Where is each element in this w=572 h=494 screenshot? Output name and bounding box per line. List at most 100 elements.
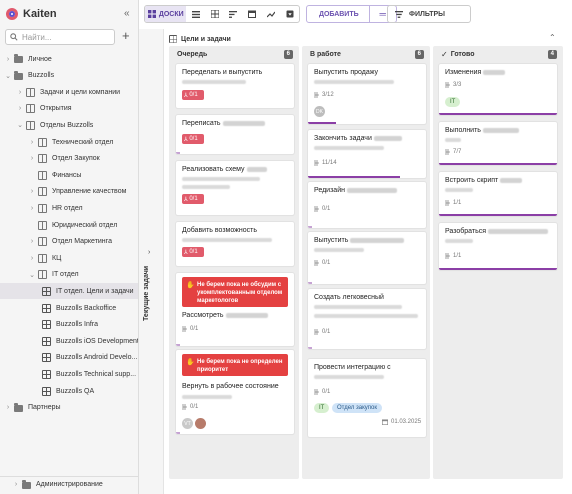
board-icon: [42, 386, 51, 396]
checklist-count: 0/1: [322, 389, 331, 395]
sidebar-item[interactable]: Buzzolls Infra: [0, 317, 138, 333]
sidebar-item[interactable]: ⌄ IT отдел: [0, 267, 138, 283]
folder-icon: [14, 70, 23, 80]
search-field[interactable]: [5, 29, 115, 45]
checklist-count: 7/7: [453, 149, 462, 155]
sidebar-item[interactable]: › Технический отдел: [0, 134, 138, 150]
space-icon: [38, 237, 47, 247]
lane-header[interactable]: › Текущие задачи: [139, 29, 164, 494]
card[interactable]: Изменения 3/3 IT: [439, 64, 557, 115]
sidebar-item-label: Отдел Закупок: [52, 155, 100, 163]
card[interactable]: Переделать и выпустить ⅄ 0/1: [176, 64, 294, 108]
card[interactable]: Выпустить 0/1: [308, 232, 426, 284]
chevron-right-icon[interactable]: ›: [30, 254, 34, 262]
sidebar-item[interactable]: Buzzolls iOS Development: [0, 333, 138, 349]
chevron-down-icon[interactable]: ⌄: [5, 72, 11, 80]
chevron-right-icon[interactable]: ›: [6, 55, 10, 63]
checklist-count: 1/1: [453, 200, 462, 206]
sidebar-item[interactable]: Buzzolls Technical supp...: [0, 366, 138, 382]
chevron-right-icon[interactable]: ›: [30, 204, 34, 212]
chevron-right-icon[interactable]: ›: [30, 138, 34, 146]
view-timeline-button[interactable]: [224, 6, 243, 22]
collapse-sidebar-icon[interactable]: «: [124, 8, 130, 19]
chevron-right-icon[interactable]: ›: [30, 238, 34, 246]
card[interactable]: Реализовать схему ⅄ 0/1: [176, 161, 294, 215]
collapse-board-icon[interactable]: ⌃: [549, 33, 556, 42]
sidebar-item[interactable]: Buzzolls QA: [0, 383, 138, 399]
add-card-button[interactable]: ДОБАВИТЬ: [307, 6, 370, 22]
avatar-photo[interactable]: [195, 418, 206, 429]
checklist-badge: 3/3: [445, 82, 461, 88]
space-icon: [38, 154, 47, 164]
card[interactable]: ✋ Не берем пока не обсудим с укомплектов…: [176, 273, 294, 346]
sidebar-item[interactable]: IT отдел. Цели и задачи: [0, 283, 138, 300]
sidebar-item[interactable]: › Личное: [0, 51, 138, 67]
sidebar-item[interactable]: ⌄ Отделы Buzzolls: [0, 117, 138, 133]
sidebar-item-admin[interactable]: › Администрирование: [0, 476, 138, 492]
avatar[interactable]: DK: [314, 106, 325, 117]
view-list-button[interactable]: [186, 6, 205, 22]
sidebar-item[interactable]: › Управление качеством: [0, 184, 138, 200]
card-title: Создать легковесный: [314, 294, 384, 301]
card[interactable]: Выполнить 7/7: [439, 122, 557, 165]
sidebar-item[interactable]: ⌄ Buzzolls: [0, 68, 138, 84]
card[interactable]: Закончить задачи 11/14: [308, 130, 426, 178]
brand[interactable]: Kaiten: [6, 7, 57, 21]
view-calendar-button[interactable]: [243, 6, 262, 22]
card[interactable]: Провести интеграцию с 0/1 IT Отдел закуп…: [308, 359, 426, 437]
chevron-right-icon[interactable]: ›: [18, 105, 22, 113]
column-header[interactable]: В работе 6: [310, 48, 424, 60]
card[interactable]: ✋ Не берем пока не определен приоритет В…: [176, 350, 294, 434]
card-title: Выполнить: [445, 127, 481, 134]
filters-button[interactable]: ФИЛЬТРЫ: [387, 5, 471, 23]
boards-icon: [147, 10, 156, 18]
column-in-progress: В работе 6 Выпустить продажу 3/12 DK Зак…: [302, 46, 430, 479]
card-title: Закончить задачи: [314, 135, 372, 142]
card[interactable]: Создать легковесный 0/1: [308, 289, 426, 349]
add-icon[interactable]: +: [122, 28, 130, 43]
view-archive-button[interactable]: [280, 6, 299, 22]
column-header[interactable]: ✓ Готово 4: [441, 48, 557, 60]
board-header[interactable]: Цели и задачи: [169, 33, 231, 45]
chevron-right-icon[interactable]: ›: [18, 88, 22, 96]
chevron-down-icon[interactable]: ⌄: [29, 271, 35, 279]
sidebar-item[interactable]: Юридический отдел: [0, 217, 138, 233]
sidebar-item-label: Buzzolls Android Develo...: [56, 354, 138, 362]
tag[interactable]: IT: [314, 403, 330, 413]
view-boards-button[interactable]: ДОСКИ: [145, 6, 187, 22]
sidebar-item[interactable]: › Открытия: [0, 101, 138, 117]
view-table-button[interactable]: [205, 6, 224, 22]
sidebar-item[interactable]: › Задачи и цели компании: [0, 84, 138, 100]
sidebar-item[interactable]: › Отдел Маркетинга: [0, 234, 138, 250]
checklist-badge: 11/14: [314, 160, 337, 166]
sidebar-item[interactable]: › Отдел Закупок: [0, 151, 138, 167]
sidebar-item[interactable]: Buzzolls Backoffice: [0, 300, 138, 316]
avatar[interactable]: VT: [182, 418, 193, 429]
space-icon: [38, 253, 47, 263]
card[interactable]: Выпустить продажу 3/12 DK: [308, 64, 426, 124]
column-header[interactable]: Очередь 6: [177, 48, 293, 60]
card[interactable]: Встроить скрипт 1/1: [439, 172, 557, 216]
add-card-group: ДОБАВИТЬ ═: [306, 5, 397, 23]
sidebar-item[interactable]: › КЦ: [0, 250, 138, 266]
chevron-right-icon[interactable]: ›: [6, 404, 10, 412]
search-input[interactable]: [22, 32, 107, 42]
view-chart-button[interactable]: [261, 6, 280, 22]
card[interactable]: Разобраться 1/1: [439, 223, 557, 270]
tag[interactable]: IT: [445, 97, 461, 107]
sidebar-item[interactable]: Buzzolls Android Develo...: [0, 350, 138, 366]
card[interactable]: Добавить возможность ⅄ 0/1: [176, 222, 294, 266]
chevron-right-icon[interactable]: ›: [30, 155, 34, 163]
sidebar-item[interactable]: › HR отдел: [0, 200, 138, 216]
sidebar-item[interactable]: Финансы: [0, 167, 138, 183]
sidebar-item[interactable]: › Партнеры: [0, 400, 138, 416]
alert-note-text: Не берем пока не определен приоритет: [197, 359, 283, 373]
chevron-right-icon[interactable]: ›: [148, 249, 151, 256]
chevron-down-icon[interactable]: ⌄: [17, 122, 23, 130]
add-card-options-icon[interactable]: ═: [379, 9, 386, 19]
chevron-right-icon[interactable]: ›: [30, 188, 34, 196]
card[interactable]: Переписать ⅄ 0/1: [176, 115, 294, 154]
card[interactable]: Редизайн 0/1: [308, 182, 426, 228]
sidebar-item-label: Отдел Маркетинга: [52, 238, 112, 246]
tag[interactable]: Отдел закупок: [332, 403, 383, 413]
